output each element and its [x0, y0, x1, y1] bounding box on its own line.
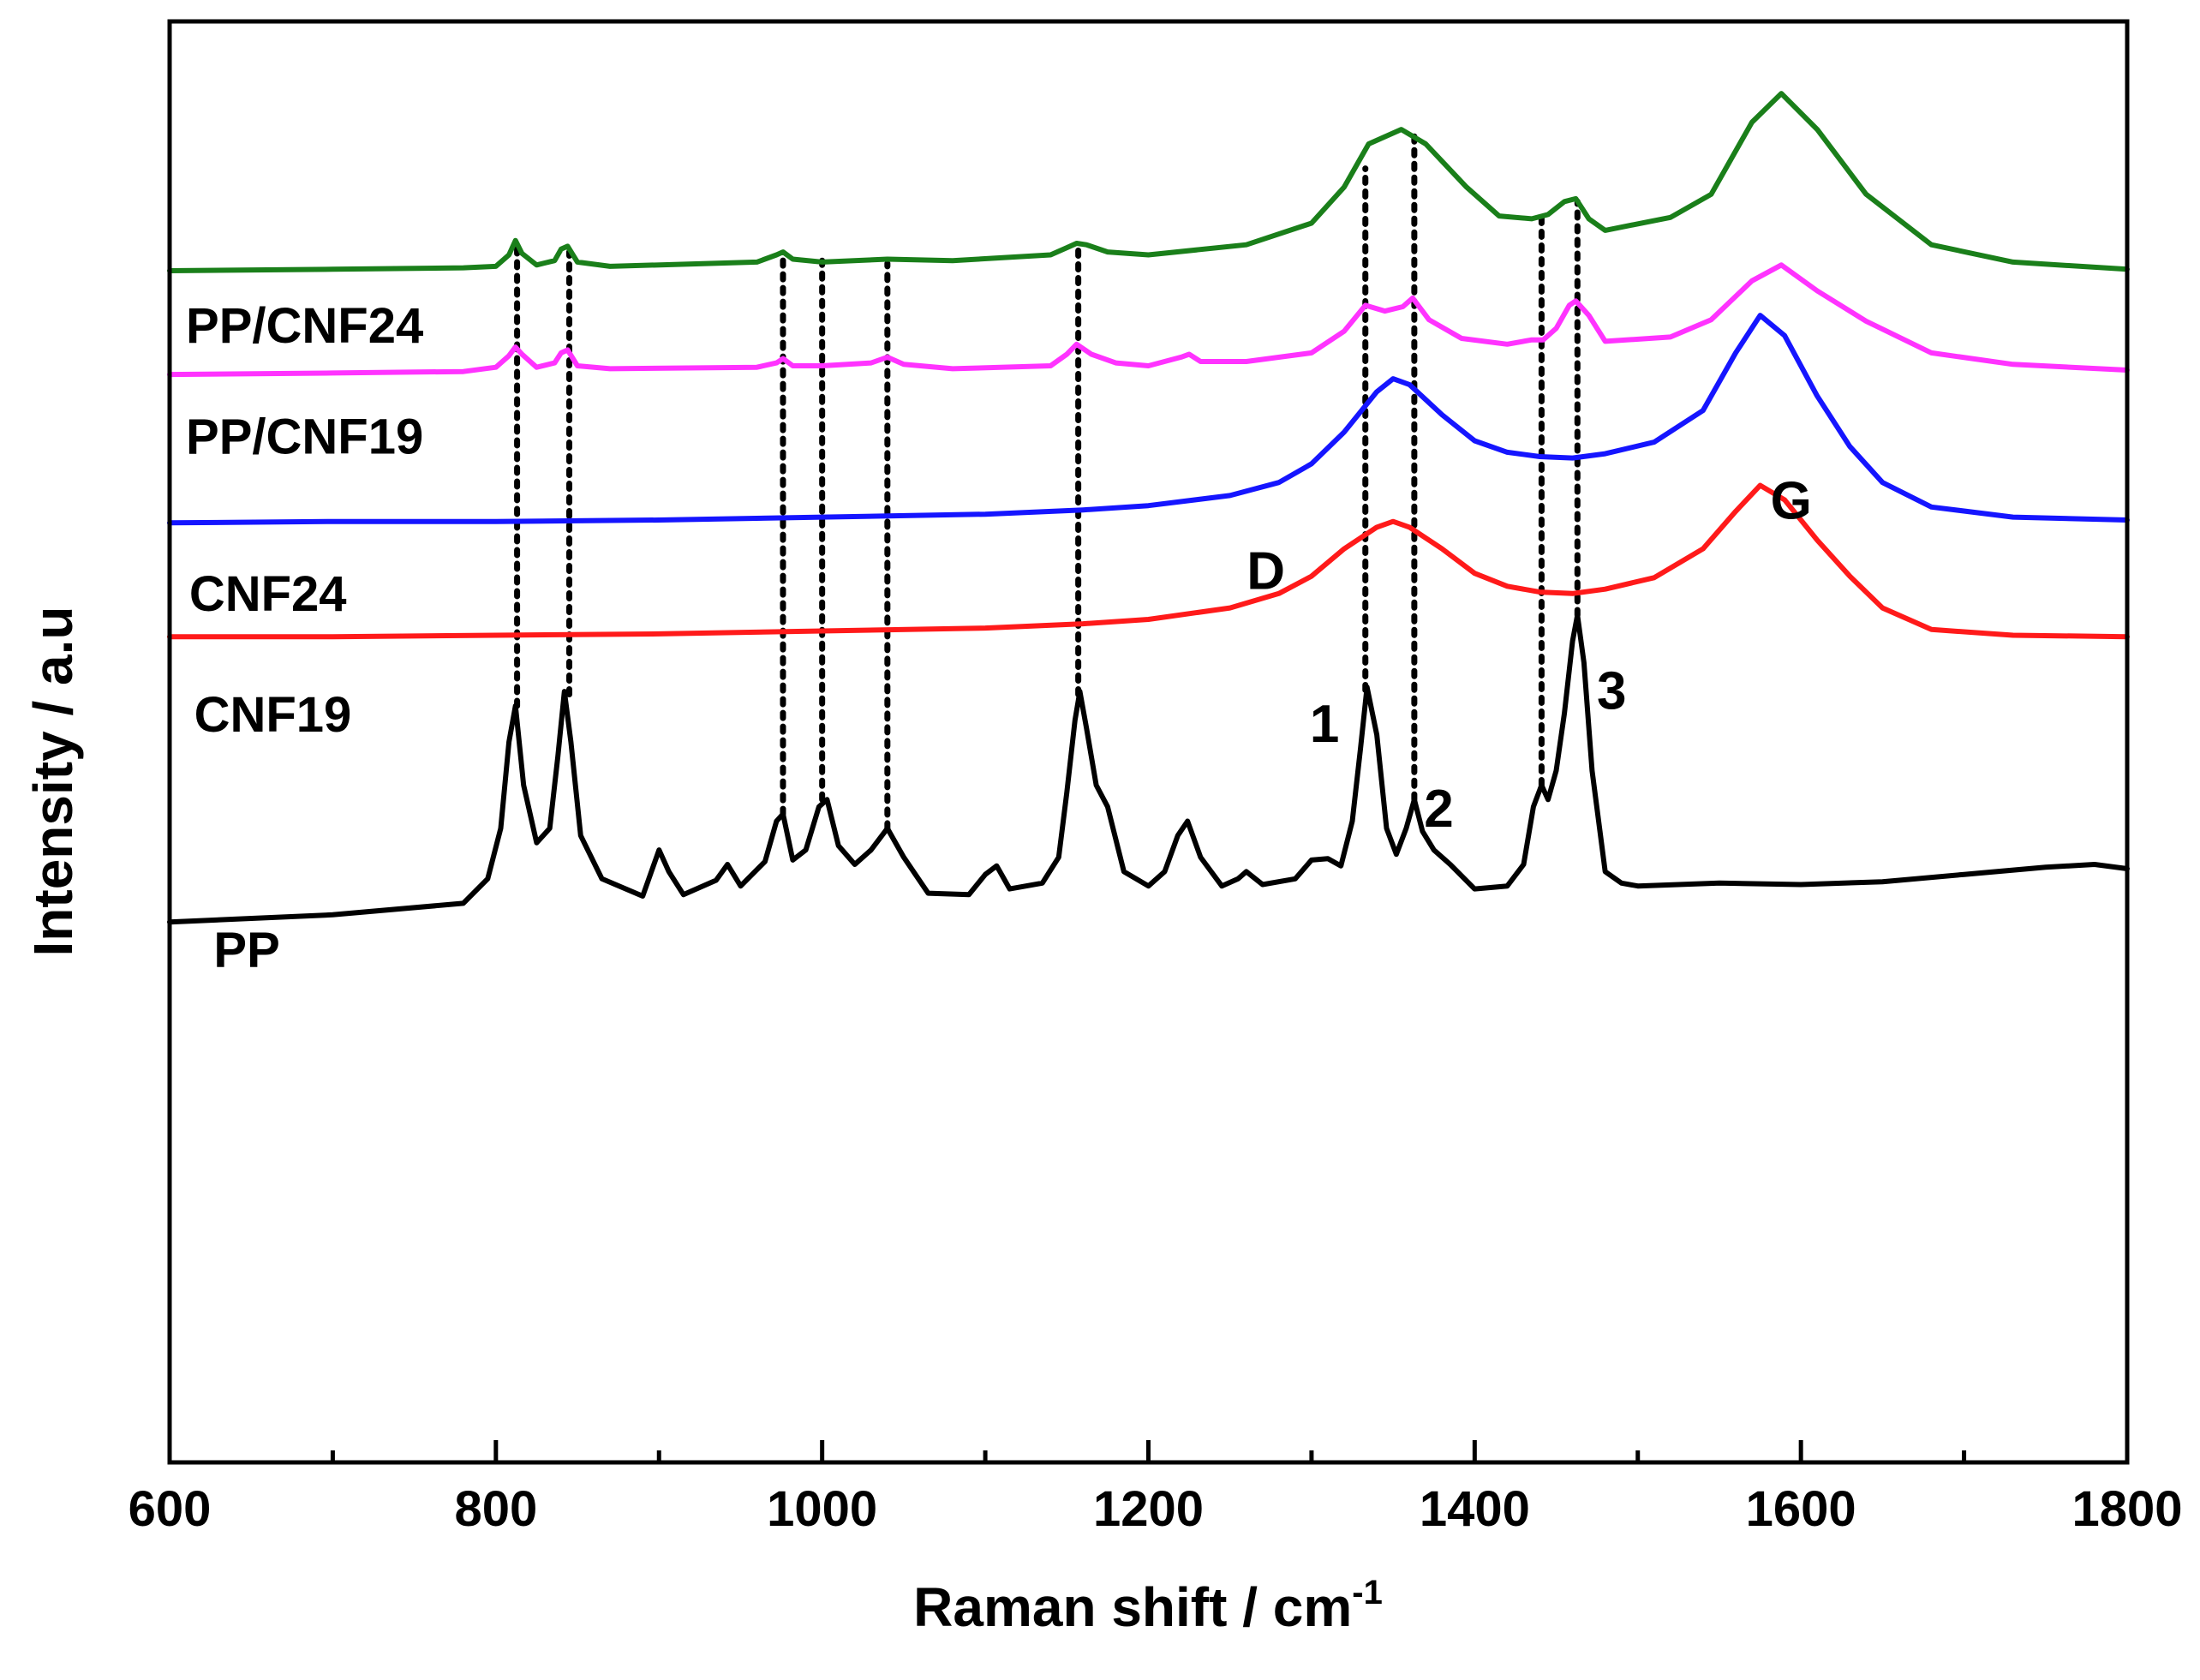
spectra-series	[167, 91, 2130, 925]
peak-guide-lines	[514, 128, 1581, 832]
x-axis-title-main: Raman shift / cm	[913, 1576, 1352, 1638]
x-tick-label: 1400	[1420, 1481, 1530, 1537]
x-axis-title: Raman shift / cm-1	[913, 1574, 1383, 1638]
x-tick-label: 1800	[2071, 1481, 2182, 1537]
series-label-pp-cnf24: PP/CNF24	[186, 298, 423, 354]
x-tick-label: 1200	[1093, 1481, 1204, 1537]
x-axis-title-superscript: -1	[1352, 1574, 1383, 1611]
series-line-pp-cnf24	[167, 91, 2130, 273]
annotation-3: 3	[1597, 661, 1626, 720]
x-tick-label: 600	[129, 1481, 212, 1537]
series-label-cnf19: CNF19	[194, 687, 352, 743]
peak-annotations: D G 1 2 3	[1246, 471, 1812, 839]
x-tick-label: 1600	[1746, 1481, 1856, 1537]
x-tick-label: 1000	[767, 1481, 877, 1537]
y-axis-title: Intensity / a.u	[22, 607, 84, 957]
series-line-cnf19	[167, 482, 2130, 640]
series-line-cnf24	[167, 313, 2130, 526]
series-label-pp-cnf19: PP/CNF19	[186, 410, 423, 465]
series-label-pp: PP	[213, 922, 279, 978]
x-tick-label: 800	[454, 1481, 537, 1537]
annotation-2: 2	[1424, 780, 1453, 839]
series-line-pp	[167, 613, 2130, 925]
series-line-pp-cnf19	[167, 262, 2130, 378]
series-labels: PP/CNF24 PP/CNF19 CNF24 CNF19 PP	[186, 298, 423, 978]
annotation-1: 1	[1310, 695, 1339, 754]
annotation-d: D	[1246, 542, 1285, 601]
series-label-cnf24: CNF24	[189, 566, 347, 622]
annotation-g: G	[1771, 471, 1812, 530]
x-axis-ticks: 600 800 1000 1200 1400 1600 1800	[129, 1440, 2183, 1537]
